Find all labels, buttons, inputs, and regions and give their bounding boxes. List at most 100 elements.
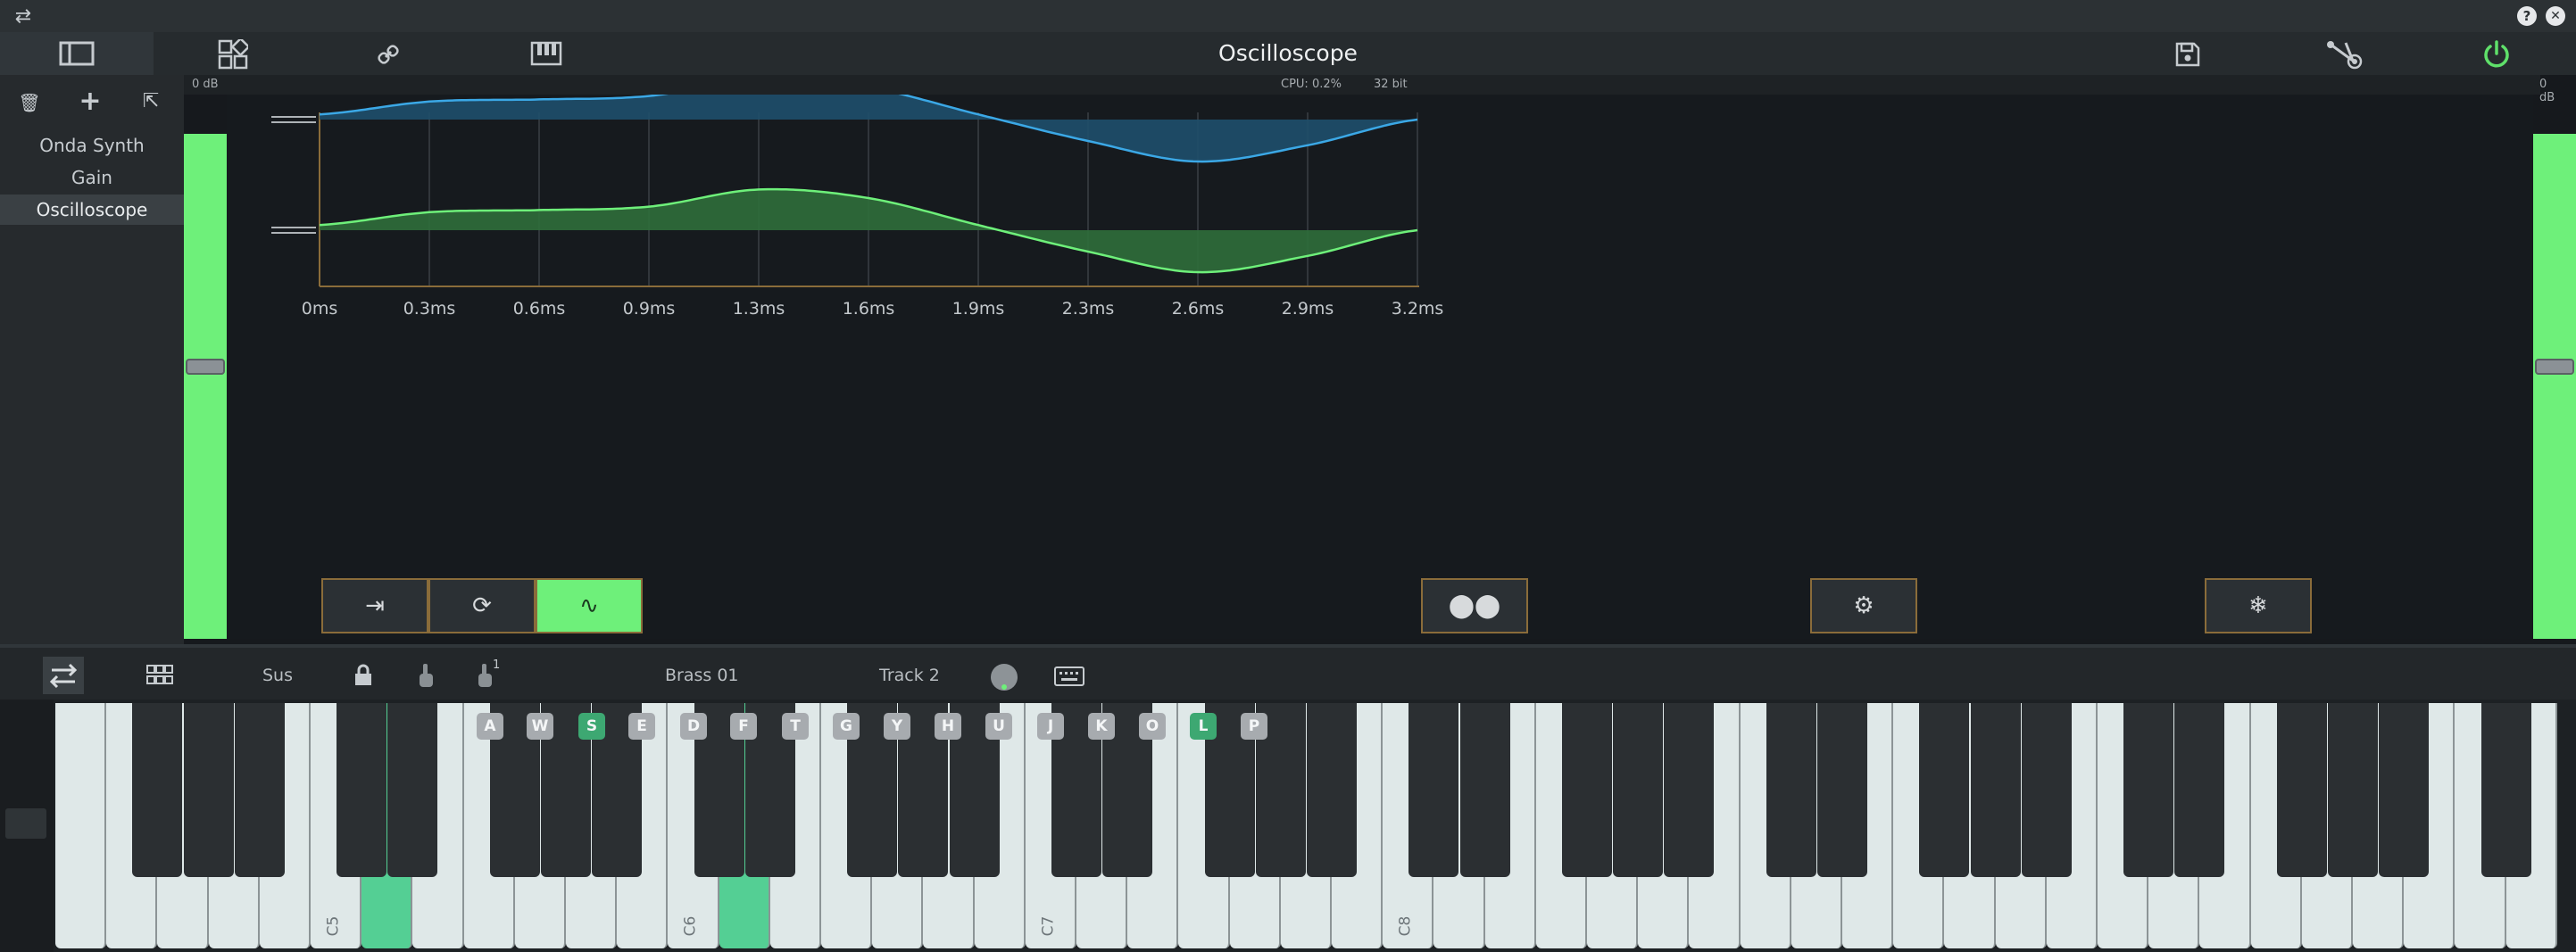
velocity-knob[interactable] [989,662,1019,692]
time-tick-label: 0ms [302,299,338,319]
octave-label: C8 [1396,915,1415,937]
waveform-line [319,95,1418,163]
trigger-icon: ⇥ [365,592,385,619]
key-shortcut-label: D [680,713,707,740]
right-meter-handle[interactable] [2535,359,2574,375]
sidebar-item[interactable]: Gain [71,167,112,188]
black-key[interactable] [2328,703,2378,877]
sidebar-item[interactable]: Onda Synth [39,135,145,156]
bit-depth-label: 32 bit [1374,78,1408,91]
trigger-button[interactable]: ⇥ [321,578,428,633]
device-sidebar: 🗑 + ⇱ Onda Synth Gain Oscilloscope [0,75,184,644]
finger-count: 1 [493,658,501,672]
settings-icon: ⚙ [1853,592,1874,619]
black-key[interactable] [1664,703,1715,877]
time-tick-label: 2.3ms [1062,299,1115,319]
time-tick-label: 0.3ms [403,299,456,319]
octave-label: C7 [1039,915,1058,937]
settings-button[interactable]: ⚙ [1810,578,1917,633]
black-key[interactable] [1562,703,1612,877]
key-shortcut-label: S [578,713,605,740]
key-shortcut-label: A [477,713,503,740]
black-key[interactable] [1408,703,1459,877]
left-level-meter[interactable] [184,134,227,639]
keyboard-scroll-strip[interactable] [0,700,54,952]
keyboard-swap-button[interactable] [43,657,84,694]
freeze-icon: ❄ [2248,592,2268,619]
white-key[interactable] [55,703,107,948]
black-key[interactable] [2480,703,2531,877]
title-strip: ⇄ ? ✕ [0,0,2576,32]
black-key[interactable] [234,703,285,877]
black-key[interactable] [337,703,387,877]
key-shortcut-label: Y [884,713,910,740]
time-tick-label: 0.9ms [623,299,676,319]
wave-button[interactable]: ∿ [536,578,643,633]
routing-icon[interactable] [2326,39,2365,70]
add-icon[interactable]: + [79,85,102,117]
black-key[interactable] [2379,703,2430,877]
black-key[interactable] [132,703,183,877]
swap-icon[interactable]: ⇄ [14,4,32,28]
black-key[interactable] [2021,703,2072,877]
grid-icon[interactable] [146,665,173,686]
export-icon[interactable]: ⇱ [142,89,160,112]
keyboard-scroll-handle[interactable] [5,808,46,839]
key-shortcut-label: L [1190,713,1217,740]
finger-icon[interactable] [475,662,494,689]
piano-icon[interactable] [530,41,562,66]
octave-label: C5 [324,915,343,937]
key-shortcut-label: U [985,713,1012,740]
key-shortcut-label: P [1241,713,1267,740]
left-meter-handle[interactable] [186,359,225,375]
delete-icon[interactable]: 🗑 [18,92,41,113]
cycle-icon: ⟳ [472,592,492,619]
key-shortcut-label: E [628,713,655,740]
stereo-icon: ⬤⬤ [1448,592,1501,619]
left-db-label: 0 dB [192,78,219,91]
power-icon[interactable] [2481,39,2512,70]
time-tick-label: 1.6ms [843,299,895,319]
lock-icon[interactable] [353,664,373,687]
main-toolbar: Oscilloscope [0,32,2576,75]
black-key[interactable] [1459,703,1510,877]
layout-icon[interactable] [218,39,248,70]
track-name[interactable]: Track 2 [879,666,940,685]
waveform-fill [320,95,1417,162]
right-level-meter[interactable] [2533,134,2576,639]
hand-icon[interactable] [416,662,436,689]
black-key[interactable] [2123,703,2174,877]
black-key[interactable] [1817,703,1867,877]
time-tick-label: 2.9ms [1282,299,1334,319]
right-db-label: 0 dB [2539,78,2555,104]
time-tick-label: 1.3ms [733,299,785,319]
black-key[interactable] [2174,703,2225,877]
key-shortcut-label: K [1088,713,1115,740]
computer-keyboard-icon[interactable] [1053,666,1085,687]
black-key[interactable] [183,703,234,877]
sustain-toggle[interactable]: Sus [262,666,294,685]
freeze-button[interactable]: ❄ [2205,578,2312,633]
preset-name[interactable]: Brass 01 [665,666,739,685]
link-icon[interactable] [377,43,400,66]
black-key[interactable] [1970,703,2021,877]
swap-arrows-icon [49,663,78,689]
black-key[interactable] [1613,703,1664,877]
stereo-button[interactable]: ⬤⬤ [1421,578,1528,633]
black-key[interactable] [2276,703,2327,877]
close-icon[interactable]: ✕ [2546,6,2565,26]
save-icon[interactable] [2174,41,2201,68]
cycle-button[interactable]: ⟳ [428,578,536,633]
black-key[interactable] [1919,703,1970,877]
sidebar-toggle-icon [59,41,95,66]
help-icon[interactable]: ? [2517,6,2537,26]
black-key[interactable] [1766,703,1816,877]
sidebar-toggle-button[interactable] [0,32,154,75]
black-key[interactable] [1307,703,1357,877]
sidebar-item[interactable]: Oscilloscope [0,195,184,225]
wave-icon: ∿ [579,592,599,619]
time-tick-label: 2.6ms [1172,299,1225,319]
black-key[interactable] [387,703,438,877]
time-tick-label: 1.9ms [952,299,1005,319]
status-bar: 0 dB CPU: 0.2% 32 bit 0 dB [183,75,2555,104]
